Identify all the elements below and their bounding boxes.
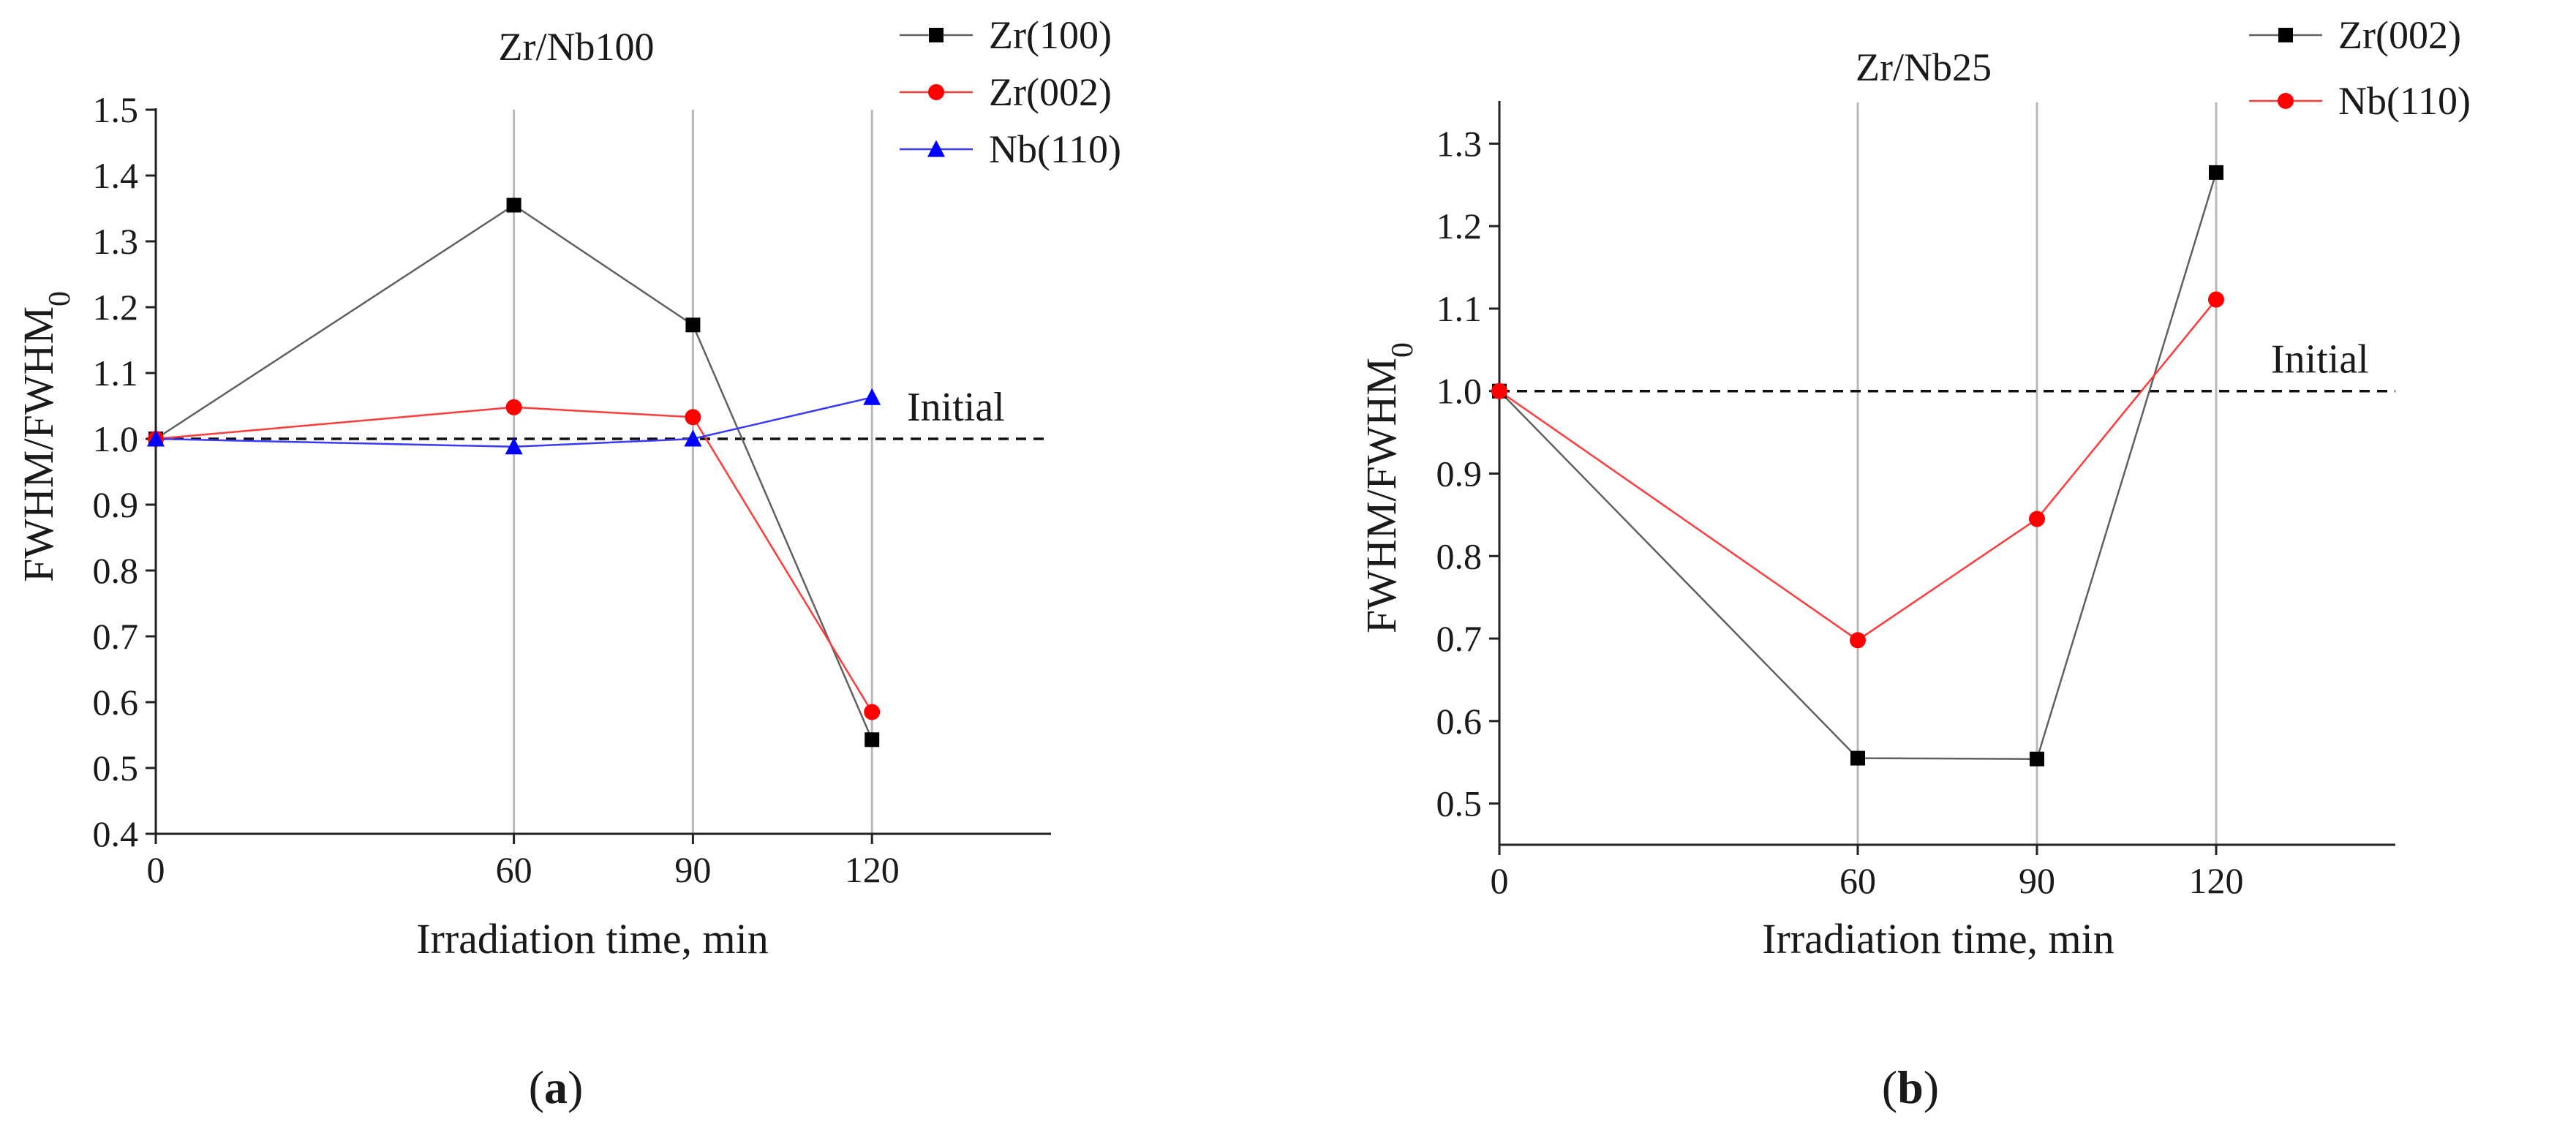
panel-b-caption-letter: b	[1897, 1061, 1924, 1113]
panel-a-y-tick-label: 1.2	[93, 287, 139, 328]
panel-a-y-tick-label: 0.6	[93, 682, 139, 723]
panel-a-y-tick-label: 1.1	[93, 353, 139, 393]
panel-b-legend-marker	[2278, 28, 2293, 42]
panel-a-data-point	[505, 437, 523, 455]
panel-a-y-tick-label: 0.5	[93, 748, 139, 788]
panel-b-x-tick-label: 120	[2189, 860, 2244, 901]
panel-b-series-line	[1499, 298, 2217, 641]
panel-a-x-tick-label: 120	[845, 849, 900, 890]
panel-a-y-axis-label: FWHM/FWHM0	[15, 291, 77, 582]
panel-a-legend-label: Nb(110)	[989, 127, 1121, 171]
panel-a-data-point	[505, 399, 522, 415]
panel-a-series-line	[155, 406, 873, 713]
panel-a-legend-marker	[927, 140, 945, 157]
panel-a-series-line	[155, 204, 873, 740]
panel-a-caption: (a)	[529, 1061, 584, 1113]
panel-a-series-line	[155, 396, 873, 448]
panel-b-y-tick-label: 0.7	[1436, 618, 1483, 659]
panel-a-x-axis-label: Irradiation time, min	[416, 915, 769, 963]
panel-a-x-tick-label: 90	[674, 849, 711, 890]
panel-a: Zr/Nb100 Irradiation time, min FWHM/FWHM…	[15, 25, 769, 1113]
panel-a-legend-marker	[928, 84, 944, 100]
panel-b-y-axis-label-main: FWHM/FWHM	[1357, 358, 1405, 633]
panel-a-y-tick-label: 0.8	[93, 550, 139, 591]
panel-a-data-point	[863, 388, 881, 405]
panel-a-title: Zr/Nb100	[499, 25, 655, 69]
panel-a-x-tick-label: 60	[496, 849, 532, 890]
panel-b-y-tick-label: 1.1	[1436, 288, 1483, 329]
panel-a-y-tick-label: 1.3	[93, 221, 139, 262]
panel-a-y-tick-label: 0.7	[93, 616, 139, 657]
panel-b-x-tick-label: 90	[2019, 860, 2055, 901]
panel-b-legend-marker	[2278, 93, 2294, 109]
panel-a-data-point	[685, 409, 701, 426]
panel-b: Zr/Nb25 Irradiation time, min FWHM/FWHM0…	[1357, 45, 2114, 1113]
panel-a-data-point	[147, 429, 165, 447]
panel-a-data-point	[864, 704, 881, 720]
panel-a-data-point	[684, 429, 702, 447]
panel-b-initial-label: Initial	[2271, 337, 2369, 383]
panel-b-data-point	[1850, 632, 1866, 649]
panel-a-y-tick-label: 0.4	[93, 813, 139, 854]
panel-b-data-point	[1491, 383, 1507, 399]
panel-b-y-axis-label: FWHM/FWHM0	[1357, 342, 1420, 633]
panel-b-y-tick-label: 1.0	[1436, 371, 1483, 412]
panel-b-legend-label: Zr(002)	[2338, 13, 2461, 57]
panel-a-y-tick-label: 1.0	[93, 418, 139, 459]
panel-b-y-tick-label: 1.3	[1436, 123, 1483, 164]
panel-a-legend-label: Zr(100)	[989, 13, 1112, 57]
panel-b-y-tick-label: 0.6	[1436, 701, 1483, 742]
panel-b-y-tick-label: 0.8	[1436, 535, 1483, 576]
panel-b-y-tick-label: 0.9	[1436, 453, 1483, 494]
panel-b-plot: 0.5 0.6 0.7 0.8 0.9 1.0 1.1 1.2 1.3 0 60 90 120 Initi…	[1436, 13, 2471, 901]
panel-b-data-point	[2208, 291, 2224, 308]
panel-a-data-point	[685, 317, 701, 333]
panel-b-y-tick-label: 1.2	[1436, 206, 1483, 246]
panel-a-y-tick-label: 0.9	[93, 484, 139, 525]
panel-a-y-axis-label-main: FWHM/FWHM	[15, 306, 62, 582]
panel-a-y-tick-label: 1.4	[93, 155, 139, 196]
panel-b-data-point	[2209, 165, 2223, 180]
panel-b-series-line	[1499, 172, 2218, 760]
panel-b-title: Zr/Nb25	[1856, 45, 1992, 89]
panel-b-y-axis-label-subscript: 0	[1386, 342, 1420, 358]
panel-b-data-point	[2030, 751, 2044, 767]
panel-a-legend-label: Zr(002)	[989, 70, 1112, 114]
panel-b-data-point	[2029, 511, 2045, 527]
panel-a-data-point	[506, 197, 521, 213]
panel-a-caption-letter: a	[544, 1061, 568, 1113]
panel-b-y-tick-label: 0.5	[1436, 783, 1483, 824]
panel-b-caption: (b)	[1882, 1061, 1939, 1113]
panel-a-y-tick-label: 1.5	[93, 89, 139, 130]
panel-a-y-axis-label-subscript: 0	[43, 291, 77, 306]
panel-a-initial-label: Initial	[907, 385, 1005, 430]
panel-b-x-axis-label: Irradiation time, min	[1762, 915, 2114, 963]
panel-b-legend-label: Nb(110)	[2338, 79, 2471, 123]
panel-b-x-tick-label: 0	[1491, 860, 1509, 901]
panel-a-x-tick-label: 0	[147, 849, 165, 890]
panel-b-data-point	[1850, 750, 1865, 766]
panel-b-x-tick-label: 60	[1839, 860, 1876, 901]
panel-a-data-point	[865, 732, 880, 748]
panel-a-plot: 0.4 0.5 0.6 0.7 0.8 0.9 1.0 1.1 1.2 1.3 1.4 1.5 0 60 9…	[93, 13, 1121, 890]
panel-a-legend-marker	[929, 28, 944, 42]
